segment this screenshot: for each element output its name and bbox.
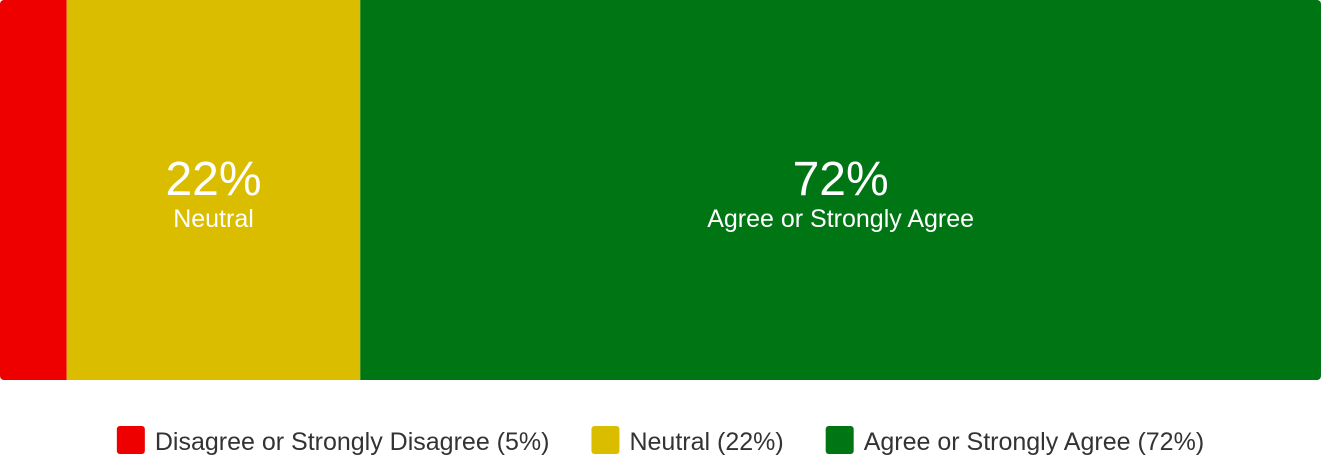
legend-label: Agree or Strongly Agree (72%) [864, 428, 1204, 456]
chart-legend: Disagree or Strongly Disagree (5%) Neutra… [116, 426, 1204, 456]
segment-value-label: 72% [793, 153, 889, 206]
segment-labels: 22%Neutral 72%Agree or Strongly Agree [165, 153, 974, 233]
segment-name-label: Neutral [173, 205, 254, 233]
stacked-bar [0, 0, 1321, 380]
legend-item-disagree-or-strongly-disagree[interactable]: Disagree or Strongly Disagree (5%) [116, 426, 550, 456]
bar-segment-disagree-or-strongly-disagree [0, 0, 67, 380]
segment-value-label: 22% [165, 153, 261, 206]
legend-label: Disagree or Strongly Disagree (5%) [155, 428, 550, 456]
legend-swatch [825, 426, 854, 454]
legend-item-agree-or-strongly-agree[interactable]: Agree or Strongly Agree (72%) [825, 426, 1204, 456]
bar-segment-agree-or-strongly-agree [360, 0, 1321, 380]
bar-segment-neutral [66, 0, 361, 380]
legend-swatch [116, 426, 145, 454]
legend-label: Neutral (22%) [629, 428, 783, 456]
legend-item-neutral[interactable]: Neutral (22%) [591, 426, 784, 456]
legend-swatch [591, 426, 620, 454]
segment-name-label: Agree or Strongly Agree [707, 205, 974, 233]
